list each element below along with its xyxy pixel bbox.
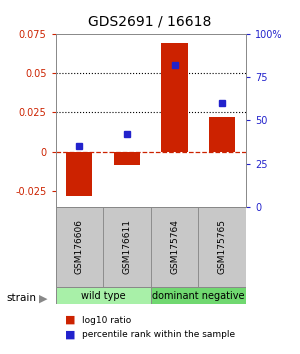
- Text: dominant negative: dominant negative: [152, 291, 244, 301]
- Bar: [114, 152, 140, 165]
- Bar: [209, 117, 235, 152]
- Bar: [151, 287, 246, 304]
- Text: ▶: ▶: [39, 293, 48, 303]
- Text: GDS2691 / 16618: GDS2691 / 16618: [88, 14, 212, 28]
- Bar: [151, 207, 198, 287]
- Bar: [161, 43, 188, 152]
- Bar: [198, 207, 246, 287]
- Text: ■: ■: [64, 315, 75, 325]
- Text: strain: strain: [6, 293, 36, 303]
- Text: GSM175764: GSM175764: [170, 219, 179, 274]
- Bar: [103, 207, 151, 287]
- Text: GSM175765: GSM175765: [218, 219, 227, 274]
- Bar: [66, 152, 92, 196]
- Text: ■: ■: [64, 330, 75, 339]
- Bar: [56, 287, 151, 304]
- Text: percentile rank within the sample: percentile rank within the sample: [82, 330, 236, 339]
- Text: GSM176611: GSM176611: [122, 219, 131, 274]
- Text: GSM176606: GSM176606: [75, 219, 84, 274]
- Text: wild type: wild type: [81, 291, 125, 301]
- Bar: [56, 207, 103, 287]
- Text: log10 ratio: log10 ratio: [82, 315, 132, 325]
